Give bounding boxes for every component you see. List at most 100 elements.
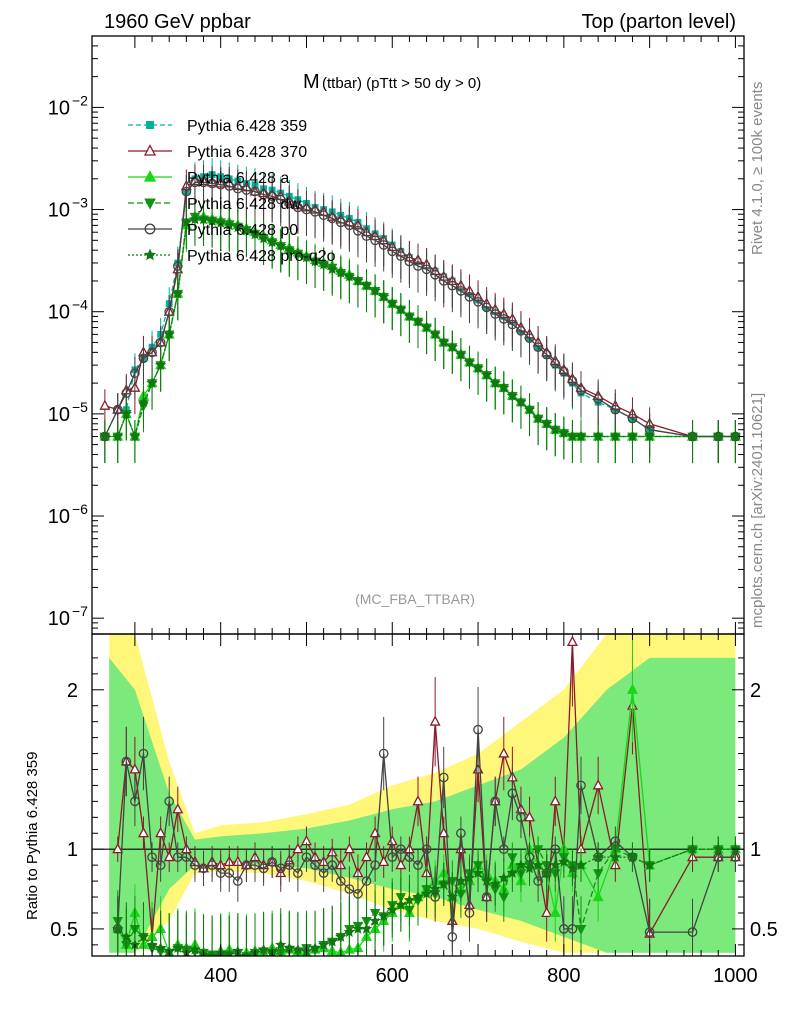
ratio-point [592, 890, 604, 902]
ratio-point [506, 867, 518, 878]
data-point [447, 280, 458, 291]
ratio-point [473, 724, 483, 735]
data-point [138, 353, 149, 364]
data-point [413, 261, 423, 271]
ratio-point [181, 852, 192, 863]
data-point [473, 296, 483, 307]
ratio-ylabel: Ratio to Pythia 6.428 359 [24, 752, 41, 920]
data-point [343, 270, 355, 282]
data-point [490, 309, 501, 319]
data-point [550, 358, 561, 369]
ratio-point [370, 860, 380, 870]
ratio-point [267, 857, 278, 867]
ratio-point [326, 935, 338, 947]
data-point [353, 225, 363, 236]
data-point [540, 417, 553, 429]
data-point [300, 251, 313, 263]
ratio-point [472, 867, 484, 878]
data-point [147, 347, 157, 358]
ratio-point [412, 795, 424, 806]
ratio-point [146, 938, 158, 950]
ratio-point [387, 852, 398, 863]
data-point [284, 198, 295, 209]
ratio-point [129, 763, 141, 774]
data-point [515, 396, 527, 408]
data-point [275, 194, 286, 205]
ratio-point [644, 927, 655, 937]
legend-marker [146, 121, 154, 129]
analysis-watermark: (MC_FBA_TTBAR) [355, 591, 475, 607]
x-tick-label: 800 [547, 965, 580, 987]
ratio-point [318, 868, 329, 878]
data-point [403, 310, 416, 322]
ratio-point [438, 772, 449, 783]
plot-title-sub: (ttbar) (pTtt > 50 dy > 0) [322, 75, 481, 92]
ratio-point [250, 860, 260, 870]
data-point [181, 186, 192, 197]
data-point [215, 216, 227, 228]
y-tick-label: 10 −2 [48, 92, 88, 119]
ratio-point [284, 860, 295, 870]
data-point [378, 290, 390, 302]
data-point [686, 430, 699, 442]
ratio-point [164, 796, 175, 807]
data-point [309, 255, 321, 267]
data-point [352, 275, 364, 286]
mcplots-label: mcplots.cern.ch [arXiv:2401.10621] [749, 393, 766, 628]
y-tick-label: 10 −6 [48, 501, 88, 528]
data-point [378, 240, 389, 250]
data-point [610, 404, 621, 415]
data-point [370, 235, 380, 246]
data-point [438, 276, 449, 286]
data-point [130, 368, 140, 379]
data-point [523, 403, 536, 415]
ratio-point [292, 943, 304, 955]
ratio-point [558, 856, 570, 867]
ratio-point [155, 942, 167, 953]
ratio-point [163, 850, 175, 862]
ratio-point [626, 683, 638, 694]
ratio-point [712, 843, 724, 855]
data-point [206, 215, 218, 226]
series-pp0 [100, 165, 741, 464]
data-point [498, 314, 509, 324]
ratio-point [498, 871, 510, 883]
data-point [249, 228, 261, 240]
data-point [516, 325, 526, 336]
y-tick-label: 10 −5 [48, 399, 88, 426]
ratio-point [223, 948, 235, 956]
legend-entry-p359: Pythia 6.428 359 [128, 118, 307, 135]
data-point [326, 263, 338, 275]
ratio-point [318, 938, 330, 950]
data-point [99, 399, 111, 410]
ratio-point [130, 796, 140, 807]
data-point [232, 221, 244, 233]
ratio-point [609, 851, 622, 862]
main-series-layer [99, 158, 742, 464]
data-point [593, 394, 604, 404]
data-point [129, 430, 141, 442]
data-point [464, 291, 475, 302]
legend-label: Pythia 6.428 dw [187, 196, 301, 213]
ratio-point [549, 906, 561, 918]
ratio-point [541, 867, 553, 878]
ratio-point [566, 635, 578, 647]
data-point [180, 216, 192, 228]
data-point [498, 381, 510, 393]
ratio-point [481, 875, 493, 886]
ratio-point [240, 950, 253, 956]
data-point [395, 303, 407, 315]
ratio-point [301, 852, 312, 863]
ratio-series-layer [112, 634, 742, 956]
data-point [344, 220, 355, 231]
ratio-point [155, 826, 167, 838]
axes-layer: 400 600 800 1000 10−7 10−6 10−5 10−4 10−3 10 −2 0.5… [48, 35, 778, 987]
ratio-point [343, 926, 355, 937]
ratio-point [378, 855, 390, 867]
data-point [172, 287, 184, 299]
data-point [327, 213, 338, 224]
data-point [533, 342, 543, 352]
x-tick-label: 1000 [713, 965, 758, 987]
ratio-point [464, 908, 475, 918]
